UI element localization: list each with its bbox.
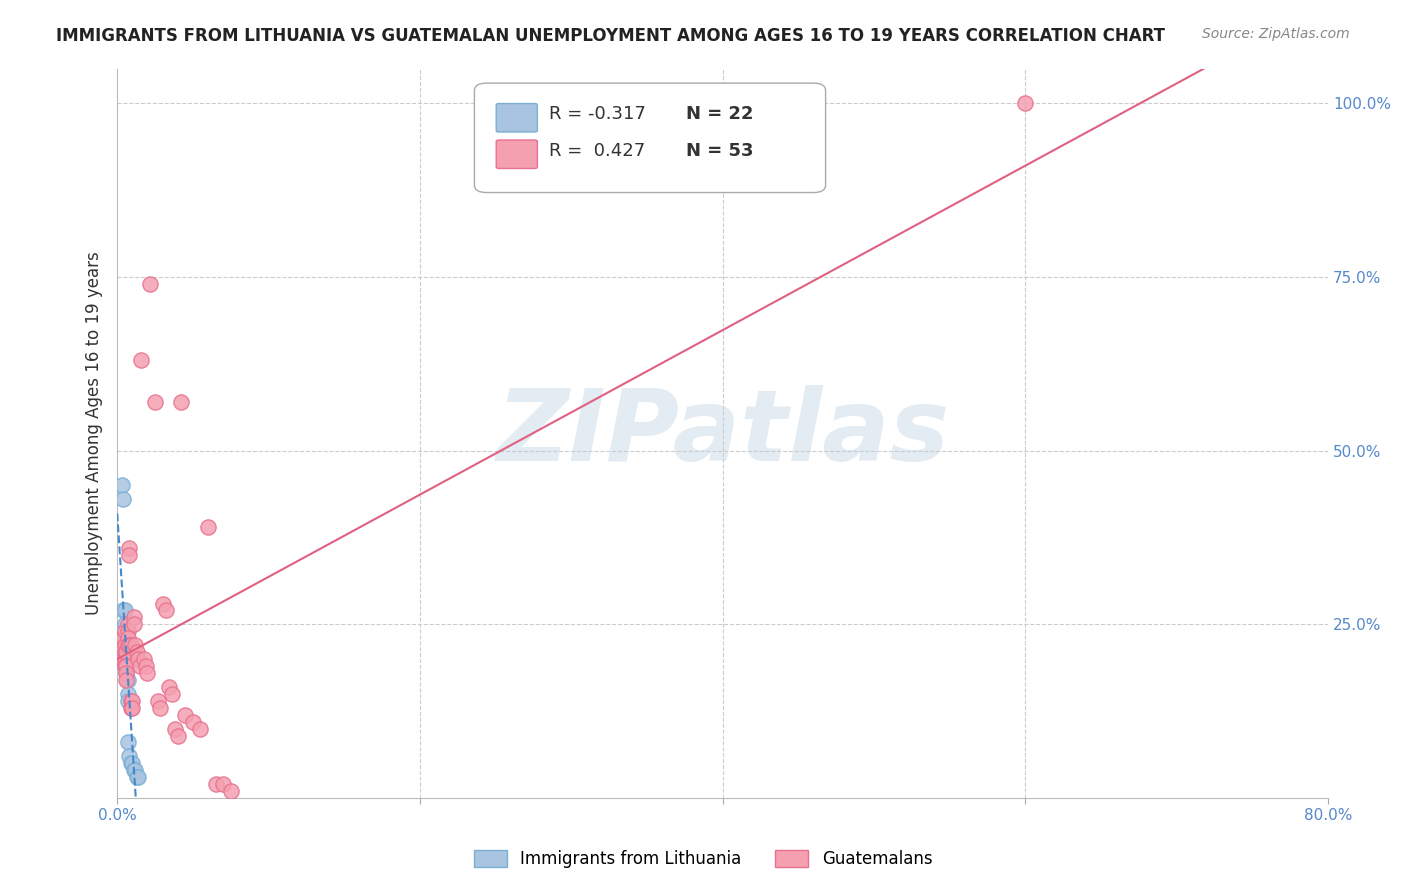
Point xyxy=(152,597,174,611)
Point xyxy=(135,659,157,673)
Point xyxy=(124,764,146,778)
Point xyxy=(120,700,142,714)
Point xyxy=(160,687,183,701)
FancyBboxPatch shape xyxy=(474,83,825,193)
Point xyxy=(114,652,136,666)
Point xyxy=(212,777,235,791)
Point xyxy=(163,722,186,736)
Point xyxy=(115,673,138,687)
Point xyxy=(111,478,134,492)
Point xyxy=(117,638,139,652)
Point xyxy=(127,770,149,784)
Point xyxy=(114,659,136,673)
Point xyxy=(121,700,143,714)
Point xyxy=(114,645,136,659)
Point xyxy=(125,770,148,784)
Point xyxy=(111,638,134,652)
Point xyxy=(114,659,136,673)
Point xyxy=(1014,96,1036,111)
Legend: Immigrants from Lithuania, Guatemalans: Immigrants from Lithuania, Guatemalans xyxy=(467,843,939,875)
Point xyxy=(117,694,139,708)
Point xyxy=(134,652,156,666)
Point xyxy=(174,707,197,722)
Point xyxy=(117,632,139,646)
Point xyxy=(122,617,145,632)
Point xyxy=(204,777,226,791)
Point xyxy=(125,645,148,659)
Text: N = 53: N = 53 xyxy=(686,142,754,160)
Point xyxy=(117,735,139,749)
Point xyxy=(117,617,139,632)
Point xyxy=(115,659,138,673)
Point xyxy=(114,603,136,617)
Point xyxy=(115,659,138,673)
Text: Source: ZipAtlas.com: Source: ZipAtlas.com xyxy=(1202,27,1350,41)
Point xyxy=(115,665,138,680)
Point xyxy=(136,665,159,680)
Text: IMMIGRANTS FROM LITHUANIA VS GUATEMALAN UNEMPLOYMENT AMONG AGES 16 TO 19 YEARS C: IMMIGRANTS FROM LITHUANIA VS GUATEMALAN … xyxy=(56,27,1166,45)
FancyBboxPatch shape xyxy=(496,140,537,169)
Point xyxy=(120,694,142,708)
Point xyxy=(114,624,136,639)
Point xyxy=(157,680,180,694)
Point xyxy=(148,700,170,714)
Point xyxy=(181,714,204,729)
Point xyxy=(118,541,141,555)
Point xyxy=(121,694,143,708)
Point xyxy=(118,749,141,764)
Point xyxy=(117,624,139,639)
Point xyxy=(120,756,142,771)
Point xyxy=(121,756,143,771)
Point xyxy=(170,395,193,409)
Point xyxy=(139,277,162,291)
Point xyxy=(143,395,166,409)
Point xyxy=(112,603,135,617)
Point xyxy=(114,617,136,632)
Point xyxy=(219,784,242,798)
Point xyxy=(115,645,138,659)
Point xyxy=(114,638,136,652)
Text: R =  0.427: R = 0.427 xyxy=(550,142,645,160)
Text: R = -0.317: R = -0.317 xyxy=(550,105,647,123)
Point xyxy=(127,652,149,666)
Text: ZIPatlas: ZIPatlas xyxy=(496,384,949,482)
Point xyxy=(118,548,141,562)
Point xyxy=(114,652,136,666)
Point xyxy=(115,665,138,680)
Point xyxy=(117,687,139,701)
Point xyxy=(146,694,169,708)
Point xyxy=(122,764,145,778)
Point xyxy=(112,632,135,646)
Point xyxy=(114,638,136,652)
Y-axis label: Unemployment Among Ages 16 to 19 years: Unemployment Among Ages 16 to 19 years xyxy=(86,252,103,615)
FancyBboxPatch shape xyxy=(496,103,537,132)
Text: N = 22: N = 22 xyxy=(686,105,754,123)
Point xyxy=(120,638,142,652)
Point xyxy=(197,520,219,534)
Point xyxy=(115,638,138,652)
Point xyxy=(131,353,153,368)
Point xyxy=(155,603,177,617)
Point xyxy=(112,492,135,507)
Point xyxy=(124,638,146,652)
Point xyxy=(118,638,141,652)
Point xyxy=(128,659,150,673)
Point xyxy=(190,722,212,736)
Point xyxy=(166,729,188,743)
Point xyxy=(112,652,135,666)
Point xyxy=(117,673,139,687)
Point xyxy=(122,610,145,624)
